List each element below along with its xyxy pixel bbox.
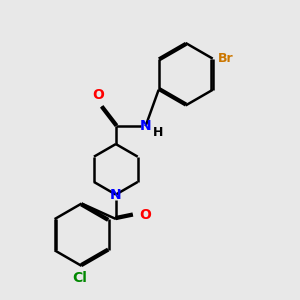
Text: N: N [110, 188, 122, 202]
Text: Cl: Cl [73, 271, 88, 285]
Text: O: O [92, 88, 104, 102]
Text: N: N [140, 119, 152, 133]
Text: H: H [153, 126, 163, 139]
Text: O: O [140, 208, 152, 222]
Text: Br: Br [218, 52, 234, 65]
